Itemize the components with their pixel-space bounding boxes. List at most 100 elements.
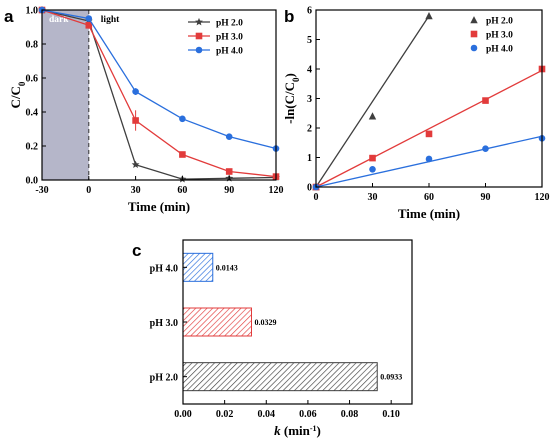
bar-ph-3-0 bbox=[182, 307, 252, 337]
x-tick-label-c-0-02: 0.02 bbox=[216, 409, 234, 420]
region-label-light: light bbox=[101, 15, 120, 25]
data-point-a-ph-4-0-2 bbox=[132, 88, 139, 95]
x-tick-label-a-30: -30 bbox=[35, 185, 48, 196]
chart-panel-b: b 0 30 60 90 120 0 1 2 3 4 5 6 Time (min) -ln(C/C0)… bbox=[282, 6, 550, 222]
data-point-a-ph-4-0-4 bbox=[225, 133, 233, 140]
x-tick-label-b-60: 60 bbox=[424, 192, 434, 203]
y-tick-label-a-1: 1.0 bbox=[26, 6, 39, 17]
axes-c: 0.00 0.02 0.04 0.06 0.08 0.10 pH 4.0 pH 3.0 pH 2… bbox=[150, 263, 400, 420]
legend-item-ph-3-0: pH 3.0 bbox=[188, 33, 243, 43]
data-point-a-ph-2-0-2 bbox=[131, 160, 140, 169]
x-tick-label-c-0-04: 0.04 bbox=[258, 409, 276, 420]
series-line-a-ph-4-0 bbox=[41, 9, 277, 150]
x-tick-label-c-0-08: 0.08 bbox=[341, 409, 359, 420]
y-tick-label-a-0-6: 0.6 bbox=[26, 74, 39, 85]
y-tick-label-b-0: 0 bbox=[307, 183, 312, 194]
panel-letter-b: b bbox=[284, 7, 294, 26]
plot-frame-a bbox=[41, 9, 277, 181]
fit-line-b-ph-3-0 bbox=[315, 69, 543, 188]
series-line-a-ph-2-0 bbox=[41, 9, 277, 180]
series-group-b bbox=[312, 12, 546, 191]
bar-ph-4-0 bbox=[182, 252, 214, 282]
legend-label-ph-4-0: pH 4.0 bbox=[216, 47, 243, 57]
region-label-dark: dark bbox=[49, 15, 69, 25]
y-tick-label-a-0-2: 0.2 bbox=[26, 142, 39, 153]
x-tick-label-b-120: 120 bbox=[535, 192, 550, 203]
data-point-b-ph-4-0-3 bbox=[482, 145, 489, 152]
legend-marker-ph-2-0 bbox=[195, 17, 203, 26]
data-point-a-ph-3-0-1 bbox=[85, 22, 93, 29]
x-tick-label-a-120: 120 bbox=[269, 185, 284, 196]
data-point-a-ph-3-0-2 bbox=[132, 117, 139, 124]
legend-label-ph-4-0: pH 4.0 bbox=[486, 45, 513, 55]
legend-label-ph-2-0: pH 2.0 bbox=[216, 19, 243, 29]
category-label-ph-4-0: pH 4.0 bbox=[150, 263, 178, 274]
legend-label-ph-3-0: pH 3.0 bbox=[486, 31, 513, 41]
legend-marker-ph-3-0 bbox=[470, 30, 478, 38]
fit-line-b-ph-2-0 bbox=[315, 15, 430, 188]
legend-a: pH 2.0 pH 3.0 pH 4.0 bbox=[188, 17, 243, 57]
x-tick-label-c-0-00: 0.00 bbox=[174, 409, 192, 420]
panel-letter-a: a bbox=[4, 7, 14, 26]
bar-group-c: 0.0143 0.0329 0.0933 bbox=[182, 252, 402, 392]
x-tick-label-c-0-06: 0.06 bbox=[299, 409, 317, 420]
x-tick-label-a-60: 60 bbox=[177, 185, 187, 196]
x-tick-label-a-0: 0 bbox=[86, 185, 91, 196]
legend-marker-ph-3-0 bbox=[195, 32, 203, 40]
category-label-ph-2-0: pH 2.0 bbox=[150, 373, 178, 384]
data-point-a-ph-3-0-4 bbox=[225, 168, 233, 175]
legend-label-ph-2-0: pH 2.0 bbox=[486, 17, 513, 27]
y-tick-label-a-0-8: 0.8 bbox=[26, 40, 39, 51]
series-line-a-ph-3-0 bbox=[41, 9, 277, 178]
x-tick-label-a-30: 30 bbox=[131, 185, 141, 196]
legend-label-ph-3-0: pH 3.0 bbox=[216, 33, 243, 43]
bar-value-label-ph-4-0: 0.0143 bbox=[216, 263, 238, 272]
y-tick-label-b-6: 6 bbox=[307, 6, 312, 17]
data-point-b-ph-3-0-2 bbox=[425, 130, 433, 138]
data-point-b-ph-4-0-2 bbox=[425, 155, 433, 163]
y-tick-label-b-2: 2 bbox=[307, 124, 312, 135]
category-label-ph-3-0: pH 3.0 bbox=[150, 318, 178, 329]
y-tick-label-b-3: 3 bbox=[307, 94, 312, 105]
x-axis-title-c: k (min-1) bbox=[274, 423, 321, 438]
bar-value-label-ph-3-0: 0.0329 bbox=[254, 318, 276, 327]
chart-panel-a: a dark light -30 0 30 60 90 120 0.0 0.2 0.4 0.6 0.… bbox=[4, 6, 284, 215]
bar-value-label-ph-2-0: 0.0933 bbox=[380, 373, 402, 382]
x-axis-title-b: Time (min) bbox=[398, 206, 460, 221]
legend-marker-ph-4-0 bbox=[195, 46, 203, 54]
legend-marker-ph-4-0 bbox=[470, 44, 478, 52]
data-point-b-ph-4-0-1 bbox=[369, 166, 376, 173]
data-point-a-ph-3-0-3 bbox=[179, 151, 186, 158]
series-b-ph-4-0 bbox=[312, 135, 546, 191]
y-axis-title-a: C/C0 bbox=[8, 81, 27, 108]
y-tick-label-b-4: 4 bbox=[307, 65, 312, 76]
dark-region bbox=[42, 10, 89, 180]
series-a-ph-4-0 bbox=[38, 6, 280, 152]
y-tick-label-b-1: 1 bbox=[307, 153, 312, 164]
x-tick-label-b-0: 0 bbox=[314, 192, 319, 203]
y-tick-label-b-5: 5 bbox=[307, 35, 312, 46]
series-b-ph-3-0 bbox=[312, 65, 546, 191]
legend-b: pH 2.0 pH 3.0 pH 4.0 bbox=[470, 16, 513, 55]
legend-item-ph-4-0: pH 4.0 bbox=[470, 44, 513, 55]
x-tick-label-b-90: 90 bbox=[481, 192, 491, 203]
data-point-b-ph-3-0-1 bbox=[369, 154, 376, 162]
legend-marker-ph-2-0 bbox=[470, 16, 478, 24]
data-point-b-ph-2-0-1 bbox=[368, 112, 377, 120]
y-tick-label-a-0: 0.0 bbox=[26, 176, 39, 187]
legend-item-ph-2-0: pH 2.0 bbox=[470, 16, 513, 27]
legend-item-ph-3-0: pH 3.0 bbox=[470, 30, 513, 41]
data-point-a-ph-4-0-3 bbox=[179, 115, 186, 123]
legend-item-ph-2-0: pH 2.0 bbox=[188, 17, 243, 29]
legend-item-ph-4-0: pH 4.0 bbox=[188, 47, 243, 57]
x-tick-label-a-90: 90 bbox=[224, 185, 234, 196]
x-tick-label-c-0-10: 0.10 bbox=[382, 409, 400, 420]
y-tick-label-a-0-4: 0.4 bbox=[26, 108, 39, 119]
series-b-ph-2-0 bbox=[312, 12, 433, 191]
data-point-b-ph-3-0-3 bbox=[482, 97, 489, 104]
data-point-b-ph-2-0-2 bbox=[425, 12, 433, 20]
x-axis-title-a: Time (min) bbox=[128, 199, 190, 214]
x-tick-label-b-30: 30 bbox=[368, 192, 378, 203]
